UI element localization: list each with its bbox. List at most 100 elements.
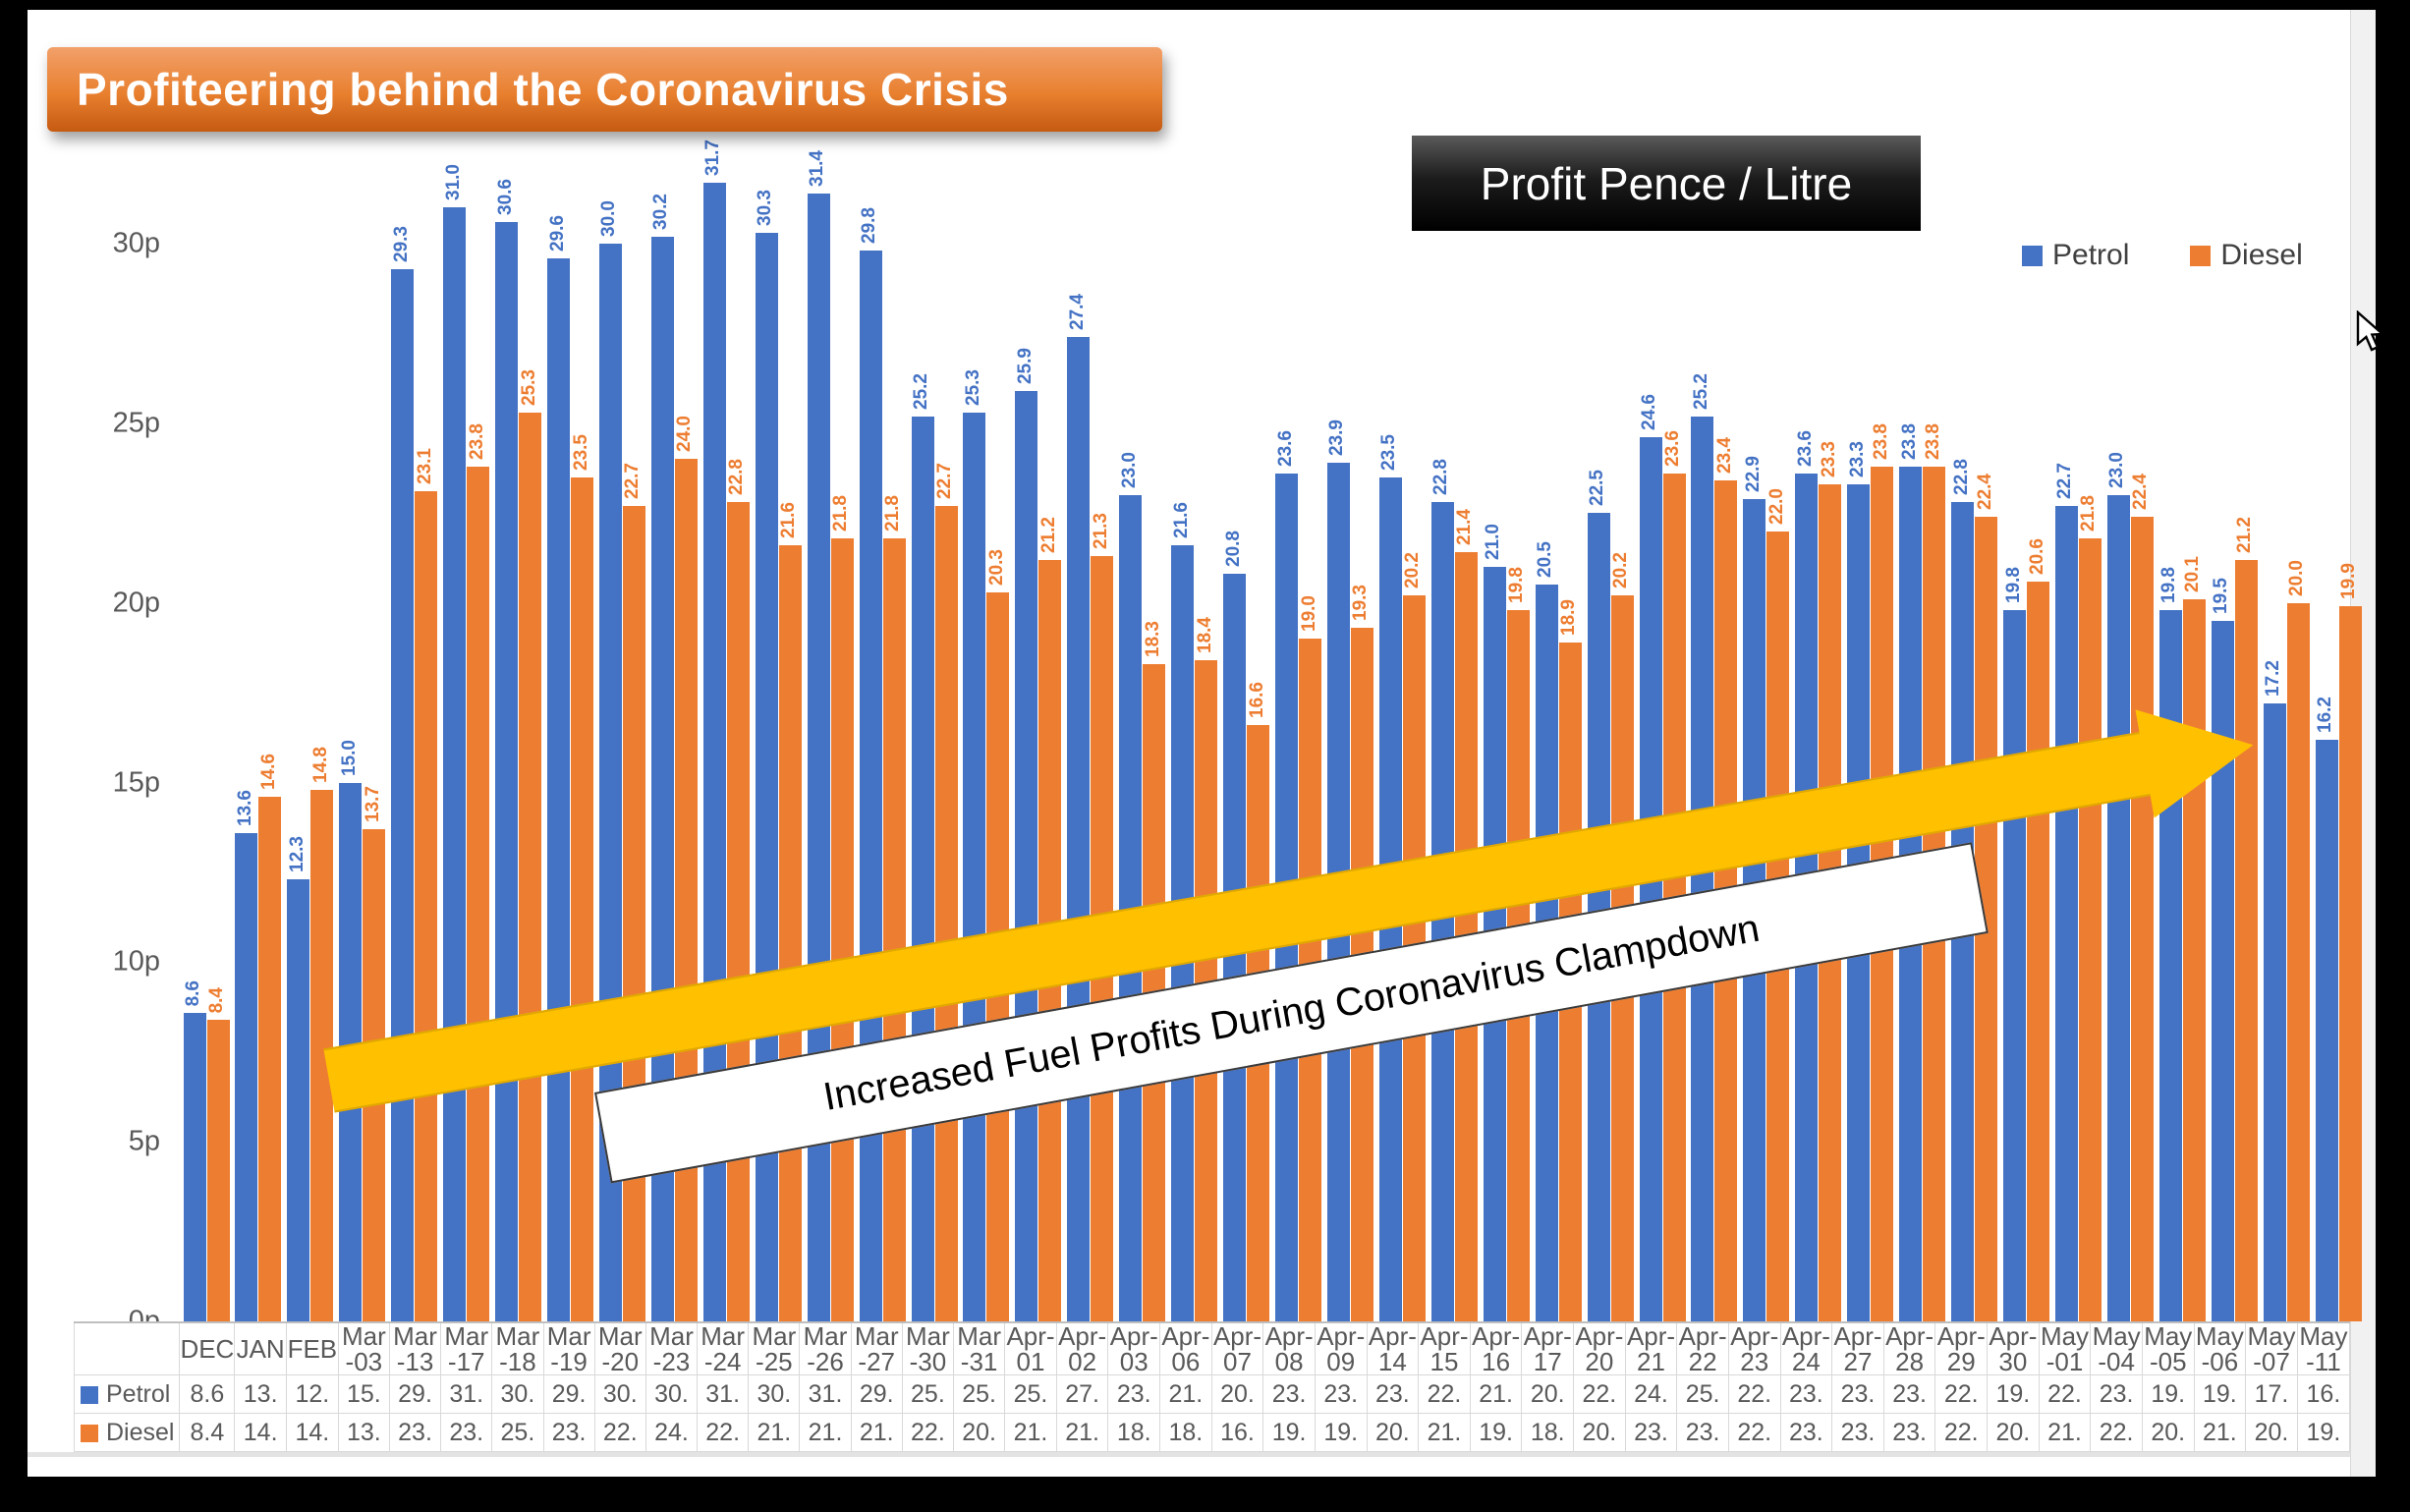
bar-petrol-Apr-02[interactable] [1067, 337, 1091, 1321]
data-label-petrol-May-04: 23.0 [2106, 452, 2128, 488]
legend-item-petrol[interactable]: Petrol [2022, 239, 2129, 272]
table-cell-diesel-Mar-03: 13. [337, 1413, 390, 1452]
table-cell-petrol-Apr-09: 23. [1314, 1374, 1368, 1414]
bar-petrol-Mar-13[interactable] [391, 269, 415, 1321]
bar-diesel-Mar-27[interactable] [882, 538, 906, 1321]
category-label-Mar-23: Mar -23 [645, 1321, 699, 1375]
bar-diesel-May-06[interactable] [2234, 560, 2258, 1321]
bar-diesel-Mar-25[interactable] [778, 545, 802, 1321]
data-label-diesel-DEC: 8.4 [206, 986, 227, 1013]
category-label-Apr-21: Apr- 21 [1624, 1321, 1678, 1375]
data-label-diesel-Apr-16: 19.8 [1506, 567, 1528, 603]
category-label-Apr-24: Apr- 24 [1779, 1321, 1833, 1375]
table-cell-petrol-May-04: 23. [2090, 1374, 2143, 1414]
bar-petrol-JAN[interactable] [235, 833, 258, 1321]
title-banner: Profiteering behind the Coronavirus Cris… [47, 47, 1162, 132]
bar-petrol-DEC[interactable] [183, 1013, 206, 1321]
bar-petrol-May-07[interactable] [2263, 703, 2286, 1321]
plot-area[interactable]: 8.6 8.4 13.6 14.6 12.3 14.8 15.0 13.7 29.3 23.1 31… [180, 10, 2364, 1321]
bar-petrol-Mar-18[interactable] [495, 222, 519, 1321]
category-label-Mar-17: Mar -17 [440, 1321, 493, 1375]
data-label-diesel-Apr-27: 23.8 [1870, 423, 1891, 460]
bar-petrol-FEB[interactable] [287, 879, 310, 1321]
bar-diesel-Mar-19[interactable] [571, 477, 593, 1321]
data-label-petrol-Apr-07: 20.8 [1222, 531, 1244, 567]
legend-item-diesel[interactable]: Diesel [2190, 239, 2303, 272]
bar-petrol-Mar-31[interactable] [963, 413, 986, 1321]
bar-petrol-May-04[interactable] [2106, 495, 2130, 1321]
bar-diesel-Mar-30[interactable] [934, 506, 958, 1321]
bar-diesel-May-04[interactable] [2130, 517, 2154, 1321]
data-label-petrol-Mar-23: 30.2 [650, 194, 672, 230]
table-cell-petrol-Mar-27: 29. [850, 1374, 903, 1414]
y-axis-tick-15p: 15p [112, 766, 160, 798]
bar-petrol-Mar-19[interactable] [547, 258, 570, 1321]
bar-diesel-Mar-24[interactable] [726, 502, 750, 1321]
table-cell-diesel-Mar-31: 20. [952, 1413, 1006, 1452]
data-label-petrol-Apr-23: 22.9 [1742, 456, 1764, 492]
table-cell-petrol-Mar-03: 15. [337, 1374, 390, 1414]
bar-petrol-May-06[interactable] [2211, 621, 2234, 1321]
category-label-Mar-19: Mar -19 [542, 1321, 595, 1375]
table-cell-petrol-Mar-20: 30. [593, 1374, 646, 1414]
data-label-diesel-Apr-22: 23.4 [1713, 437, 1735, 474]
bar-diesel-FEB[interactable] [310, 790, 334, 1321]
bar-diesel-Mar-13[interactable] [415, 491, 438, 1321]
table-cell-diesel-Apr-27: 23. [1831, 1413, 1884, 1452]
table-cell-petrol-Apr-15: 22. [1418, 1374, 1471, 1414]
bar-diesel-Apr-30[interactable] [2027, 582, 2049, 1321]
bar-petrol-Mar-27[interactable] [859, 251, 882, 1321]
bar-diesel-Apr-29[interactable] [1975, 517, 1998, 1321]
data-label-diesel-Apr-15: 21.4 [1454, 509, 1476, 545]
legend-petrol-label: Petrol [2052, 239, 2130, 271]
data-label-petrol-Apr-22: 25.2 [1690, 373, 1711, 410]
table-cell-petrol-Mar-23: 30. [645, 1374, 699, 1414]
table-cell-petrol-Apr-06: 21. [1159, 1374, 1212, 1414]
data-table: DEC JAN FEB Mar -03 Mar -13 Mar -17 Mar -18 Mar -19 M… [73, 1321, 2351, 1452]
bar-petrol-Mar-26[interactable] [807, 194, 830, 1321]
bar-petrol-Apr-30[interactable] [2003, 610, 2026, 1321]
y-axis-tick-10p: 10p [112, 945, 160, 978]
category-label-May-05: May -05 [2141, 1321, 2195, 1375]
bar-diesel-JAN[interactable] [258, 797, 282, 1321]
bar-diesel-May-01[interactable] [2078, 538, 2102, 1321]
table-cell-petrol-Mar-17: 31. [440, 1374, 493, 1414]
data-label-petrol-Apr-30: 19.8 [2002, 567, 2024, 603]
data-label-petrol-Apr-14: 23.5 [1378, 434, 1400, 471]
bar-diesel-DEC[interactable] [206, 1020, 230, 1321]
table-cell-petrol-Mar-26: 31. [799, 1374, 852, 1414]
table-cell-diesel-Apr-09: 19. [1314, 1413, 1368, 1452]
table-cell-diesel-Mar-27: 21. [850, 1413, 903, 1452]
table-cell-diesel-Apr-01: 21. [1004, 1413, 1057, 1452]
legend-diesel-label: Diesel [2220, 239, 2303, 271]
bar-petrol-Apr-01[interactable] [1015, 391, 1038, 1321]
data-label-diesel-Apr-30: 20.6 [2026, 538, 2047, 575]
bar-petrol-May-11[interactable] [2315, 740, 2338, 1321]
bar-diesel-Mar-23[interactable] [674, 459, 698, 1321]
petrol-swatch-icon [2022, 245, 2043, 266]
category-label-Mar-13: Mar -13 [388, 1321, 442, 1375]
bar-petrol-Mar-17[interactable] [443, 207, 467, 1321]
bar-diesel-Mar-17[interactable] [467, 467, 490, 1321]
bar-petrol-Mar-25[interactable] [755, 233, 778, 1321]
data-label-diesel-May-05: 20.1 [2182, 556, 2204, 592]
bar-petrol-Mar-30[interactable] [911, 417, 934, 1321]
data-label-diesel-Mar-31: 20.3 [985, 549, 1007, 586]
trend-arrow-head-icon [2135, 691, 2264, 818]
data-label-diesel-Mar-24: 22.8 [726, 459, 748, 495]
bar-petrol-May-01[interactable] [2054, 506, 2078, 1321]
bar-diesel-May-11[interactable] [2338, 606, 2362, 1321]
bar-diesel-Mar-18[interactable] [519, 413, 542, 1321]
category-label-Mar-18: Mar -18 [491, 1321, 544, 1375]
data-label-petrol-Mar-18: 30.6 [494, 179, 516, 215]
bar-diesel-Mar-20[interactable] [622, 506, 645, 1321]
category-label-Apr-22: Apr- 22 [1676, 1321, 1729, 1375]
bar-diesel-May-07[interactable] [2286, 603, 2310, 1321]
bar-petrol-May-05[interactable] [2158, 610, 2182, 1321]
table-cell-petrol-Apr-17: 20. [1521, 1374, 1575, 1414]
table-cell-diesel-Mar-13: 23. [388, 1413, 442, 1452]
data-label-petrol-Mar-03: 15.0 [338, 740, 360, 776]
bar-diesel-Mar-26[interactable] [830, 538, 854, 1321]
bar-diesel-May-05[interactable] [2182, 599, 2206, 1321]
table-cell-petrol-Apr-02: 27. [1055, 1374, 1109, 1414]
